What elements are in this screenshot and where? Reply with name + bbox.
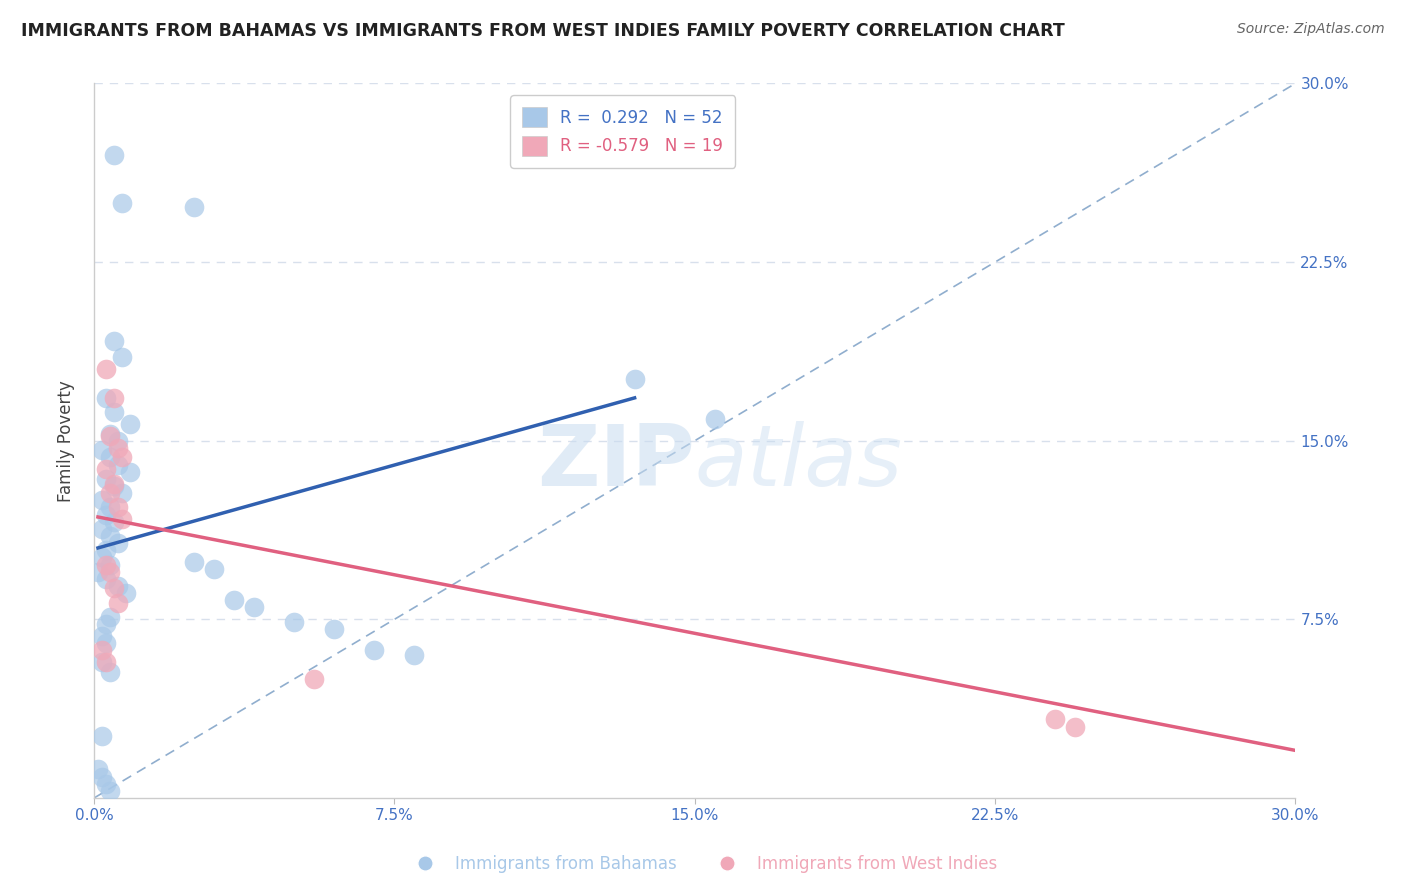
Point	[98, 500, 121, 515]
Point	[103, 479, 125, 493]
Point	[1043, 713, 1066, 727]
Point	[107, 458, 129, 472]
Point	[98, 565, 121, 579]
Y-axis label: Family Poverty: Family Poverty	[58, 380, 75, 501]
Point	[91, 643, 114, 657]
Point	[87, 565, 110, 579]
Point	[111, 486, 134, 500]
Point	[202, 562, 225, 576]
Point	[118, 465, 141, 479]
Point	[103, 391, 125, 405]
Point	[87, 763, 110, 777]
Point	[103, 148, 125, 162]
Point	[94, 617, 117, 632]
Point	[107, 536, 129, 550]
Point	[107, 579, 129, 593]
Point	[98, 558, 121, 572]
Point	[323, 622, 346, 636]
Point	[94, 558, 117, 572]
Text: atlas: atlas	[695, 421, 903, 504]
Point	[111, 512, 134, 526]
Text: ZIP: ZIP	[537, 421, 695, 504]
Point	[94, 362, 117, 376]
Point	[103, 405, 125, 419]
Point	[98, 426, 121, 441]
Point	[98, 429, 121, 443]
Point	[1064, 720, 1087, 734]
Point	[103, 334, 125, 348]
Text: IMMIGRANTS FROM BAHAMAS VS IMMIGRANTS FROM WEST INDIES FAMILY POVERTY CORRELATIO: IMMIGRANTS FROM BAHAMAS VS IMMIGRANTS FR…	[21, 22, 1064, 40]
Point	[91, 493, 114, 508]
Point	[91, 443, 114, 458]
Point	[243, 600, 266, 615]
Point	[91, 522, 114, 536]
Point	[94, 472, 117, 486]
Point	[98, 486, 121, 500]
Point	[98, 665, 121, 679]
Point	[94, 543, 117, 558]
Point	[98, 529, 121, 543]
Point	[94, 462, 117, 476]
Legend: R =  0.292   N = 52, R = -0.579   N = 19: R = 0.292 N = 52, R = -0.579 N = 19	[510, 95, 735, 168]
Point	[94, 572, 117, 586]
Point	[404, 648, 426, 662]
Point	[703, 412, 725, 426]
Point	[98, 610, 121, 624]
Point	[111, 351, 134, 365]
Point	[94, 636, 117, 650]
Point	[115, 586, 138, 600]
Point	[107, 500, 129, 515]
Point	[94, 655, 117, 669]
Point	[98, 450, 121, 465]
Point	[94, 508, 117, 522]
Legend: Immigrants from Bahamas, Immigrants from West Indies: Immigrants from Bahamas, Immigrants from…	[402, 848, 1004, 880]
Point	[107, 596, 129, 610]
Point	[107, 441, 129, 455]
Point	[91, 655, 114, 669]
Point	[103, 515, 125, 529]
Point	[302, 672, 325, 686]
Point	[94, 777, 117, 791]
Point	[111, 450, 134, 465]
Text: Source: ZipAtlas.com: Source: ZipAtlas.com	[1237, 22, 1385, 37]
Point	[91, 770, 114, 784]
Point	[91, 629, 114, 643]
Point	[111, 195, 134, 210]
Point	[363, 643, 385, 657]
Point	[98, 784, 121, 798]
Point	[91, 729, 114, 743]
Point	[94, 391, 117, 405]
Point	[91, 550, 114, 565]
Point	[107, 434, 129, 448]
Point	[623, 372, 645, 386]
Point	[224, 593, 246, 607]
Point	[283, 615, 305, 629]
Point	[118, 417, 141, 431]
Point	[183, 555, 205, 569]
Point	[103, 476, 125, 491]
Point	[183, 200, 205, 214]
Point	[103, 582, 125, 596]
